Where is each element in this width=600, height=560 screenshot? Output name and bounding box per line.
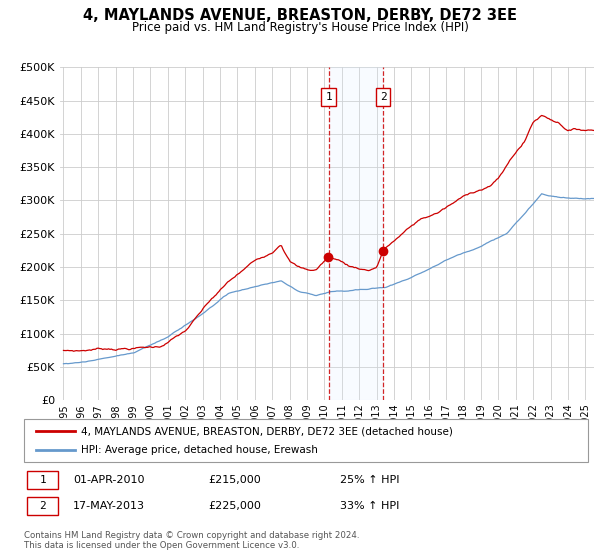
Text: 25% ↑ HPI: 25% ↑ HPI — [340, 475, 400, 485]
Text: HPI: Average price, detached house, Erewash: HPI: Average price, detached house, Erew… — [81, 445, 318, 455]
Text: 33% ↑ HPI: 33% ↑ HPI — [340, 501, 400, 511]
Text: Contains HM Land Registry data © Crown copyright and database right 2024.
This d: Contains HM Land Registry data © Crown c… — [24, 531, 359, 550]
Text: 2: 2 — [380, 92, 386, 102]
Text: 17-MAY-2013: 17-MAY-2013 — [73, 501, 145, 511]
Text: 1: 1 — [39, 475, 46, 485]
Text: Price paid vs. HM Land Registry's House Price Index (HPI): Price paid vs. HM Land Registry's House … — [131, 21, 469, 34]
Text: 01-APR-2010: 01-APR-2010 — [73, 475, 145, 485]
Text: 4, MAYLANDS AVENUE, BREASTON, DERBY, DE72 3EE: 4, MAYLANDS AVENUE, BREASTON, DERBY, DE7… — [83, 8, 517, 24]
Text: 2: 2 — [39, 501, 46, 511]
Text: 1: 1 — [325, 92, 332, 102]
Bar — [329, 67, 383, 400]
Text: £215,000: £215,000 — [208, 475, 261, 485]
Text: 4, MAYLANDS AVENUE, BREASTON, DERBY, DE72 3EE (detached house): 4, MAYLANDS AVENUE, BREASTON, DERBY, DE7… — [81, 426, 453, 436]
Text: £225,000: £225,000 — [208, 501, 261, 511]
